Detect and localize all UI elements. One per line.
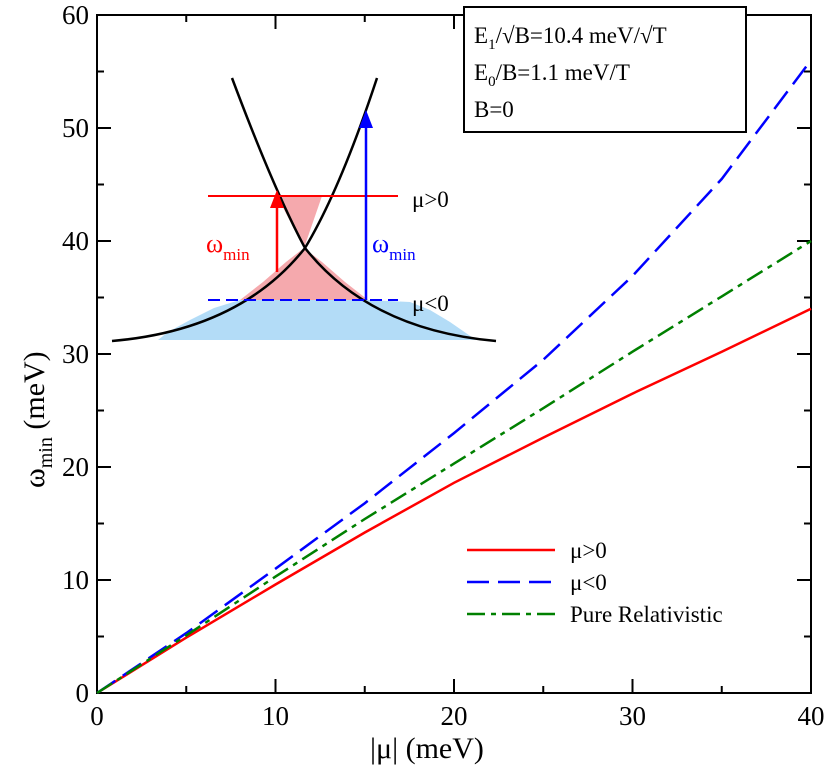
legend-label-0: μ>0 — [570, 538, 607, 563]
inset-omega-neg-sub: min — [389, 245, 416, 264]
legend: μ>0 μ<0 Pure Relativistic — [467, 538, 723, 627]
x-tick-label: 10 — [262, 701, 289, 731]
x-tick-label: 30 — [619, 701, 646, 731]
x-tick-label: 0 — [90, 701, 104, 731]
y-tick-label: 60 — [62, 0, 89, 30]
y-tick-label: 30 — [62, 339, 89, 369]
parameter-line-2-main: E — [474, 60, 488, 85]
y-axis-label-symbol: ω — [18, 468, 51, 488]
inset-omega-neg-arrowhead — [359, 110, 373, 128]
parameter-line-3: B=0 — [474, 97, 514, 122]
inset-omega-pos-label: ωmin — [206, 229, 250, 264]
series-line-1 — [96, 59, 812, 695]
inset-omega-neg-symbol: ω — [372, 229, 389, 258]
parameter-line-1-rest: /√B=10.4 meV/√T — [496, 23, 667, 48]
y-tick-label: 40 — [62, 226, 89, 256]
parameter-line-2-rest: /B=1.1 meV/T — [496, 60, 630, 85]
parameter-box-frame — [463, 6, 747, 133]
inset-omega-pos-symbol: ω — [206, 229, 223, 258]
parameter-line-1-sub: 1 — [488, 37, 496, 53]
inset-omega-pos-arrowhead — [270, 190, 284, 208]
series-line-0 — [96, 307, 812, 695]
legend-label-1: μ<0 — [570, 570, 607, 595]
parameter-line-1-main: E — [474, 23, 488, 48]
inset-right-branch — [111, 77, 379, 343]
axis-ticks — [96, 14, 812, 694]
parameter-line-2-sub: 0 — [488, 74, 496, 90]
y-axis-label-sub: min — [35, 437, 57, 468]
x-axis-label: |μ| (meV) — [370, 732, 484, 765]
inset-omega-neg-label: ωmin — [372, 229, 416, 264]
y-axis-label-unit: (meV) — [18, 351, 51, 437]
x-tick-label: 40 — [798, 701, 825, 731]
inset-pos-fill — [277, 196, 322, 248]
inset-mu-pos-label: μ>0 — [412, 187, 449, 212]
inset-omega-pos-sub: min — [223, 245, 250, 264]
series-line-2 — [96, 239, 812, 695]
parameter-line-2: E0/B=1.1 meV/T — [474, 60, 630, 90]
parameter-box: E1/√B=10.4 meV/√T E0/B=1.1 meV/T B=0 — [463, 6, 747, 133]
inset-schematic: μ>0 μ<0 ωmin ωmin — [111, 77, 497, 343]
y-tick-label: 10 — [62, 565, 89, 595]
y-tick-label: 50 — [62, 113, 89, 143]
x-tick-label: 20 — [441, 701, 468, 731]
inset-pos-fill-lower — [240, 248, 368, 300]
y-tick-label: 20 — [62, 452, 89, 482]
inset-mu-neg-label: μ<0 — [412, 291, 449, 316]
data-series — [96, 59, 812, 695]
y-axis-label: ωmin (meV) — [18, 351, 57, 488]
parameter-line-1: E1/√B=10.4 meV/√T — [474, 23, 667, 53]
y-tick-label: 0 — [76, 678, 90, 708]
legend-label-2: Pure Relativistic — [570, 602, 723, 627]
inset-neg-fill — [158, 300, 476, 340]
